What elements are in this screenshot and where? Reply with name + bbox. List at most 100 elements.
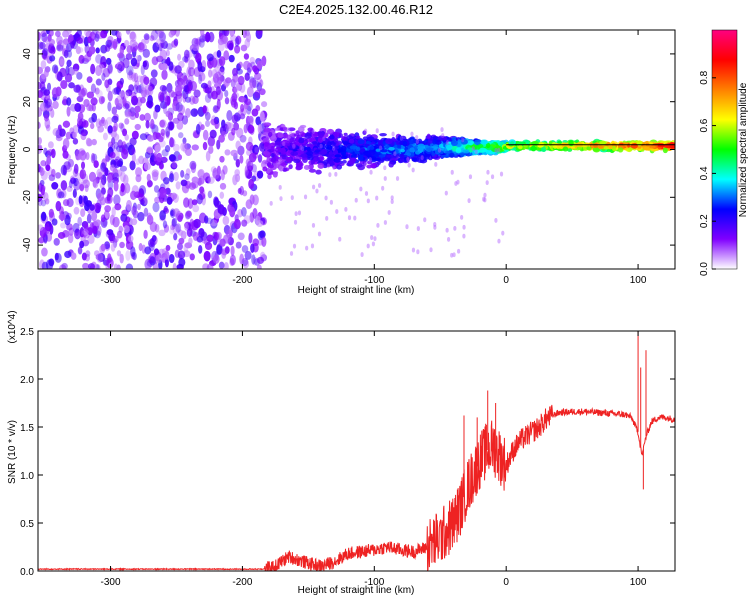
heatmap-cell [118,98,126,108]
heatmap-cell [242,259,250,269]
heatmap-cell [39,167,45,177]
heatmap-cell [148,102,153,109]
heatmap-cell [78,195,83,205]
heatmap-cell [144,112,151,122]
heatmap-cell [176,242,183,251]
heatmap-cell [461,137,465,143]
heatmap-cell [129,31,136,40]
x-tick-label: 0 [503,275,509,286]
heatmap-region-signal-narrowing [423,133,510,161]
heatmap-cell [241,207,247,217]
heatmap-cell [165,244,171,251]
heatmap-cell [250,243,255,254]
heatmap-cell [84,184,89,193]
spectrogram-x-label: Height of straight line (km) [298,285,415,296]
heatmap-cell [147,239,156,248]
heatmap-cell [383,165,387,171]
heatmap-cell [391,131,395,137]
heatmap-cell [189,95,196,105]
heatmap-cell [241,245,249,253]
heatmap-cell [41,261,49,269]
heatmap-cell [326,128,335,135]
y-tick-label: 2.5 [20,327,34,338]
heatmap-cell [158,91,165,102]
heatmap-cell [247,124,255,134]
heatmap-cell [568,140,574,147]
heatmap-cell [168,89,175,98]
heatmap-cell [455,147,462,154]
heatmap-cell [333,145,340,150]
heatmap-cell [298,149,304,155]
heatmap-cell [125,142,133,151]
heatmap-cell [366,243,370,249]
heatmap-cell [155,254,163,264]
heatmap-cell [130,57,138,67]
heatmap-cell [143,33,150,41]
heatmap-cell [342,159,347,164]
heatmap-cell [150,152,155,163]
heatmap-cell [456,179,460,185]
heatmap-cell [367,151,376,156]
heatmap-cell [198,38,205,48]
heatmap-cell [165,110,172,118]
heatmap-cell [147,255,155,264]
heatmap-cell [249,194,255,205]
heatmap-cell [402,140,408,147]
heatmap-cell [449,152,455,158]
heatmap-cell [96,192,105,202]
heatmap-cell [164,95,171,107]
heatmap-cell [45,222,50,234]
heatmap-cell [529,146,538,152]
heatmap-cell [224,149,231,156]
heatmap-cell [120,171,126,183]
heatmap-cell [107,35,114,44]
heatmap-cell [62,199,70,207]
heatmap-cell [371,241,376,247]
heatmap-cell [72,168,79,177]
heatmap-cell [122,98,128,108]
heatmap-cell [118,158,124,168]
heatmap-cell [43,36,50,43]
heatmap-cell [130,91,137,101]
heatmap-cell [114,97,119,106]
heatmap-cell [230,149,238,157]
heatmap-cell [55,30,61,37]
heatmap-cell [107,62,113,74]
heatmap-cell [161,69,168,80]
heatmap-cell [95,219,101,227]
heatmap-cell [259,230,266,239]
heatmap-cell [355,135,361,140]
heatmap-cell [173,233,178,241]
heatmap-cell [86,213,92,224]
heatmap-cell [62,120,71,128]
heatmap-cell [485,180,489,186]
heatmap-cell [301,146,305,152]
heatmap-cell [117,63,123,74]
heatmap-cell [125,263,134,269]
heatmap-cell [124,111,132,118]
heatmap-cell [319,143,326,150]
heatmap-cell [169,136,174,148]
heatmap-cell [172,143,180,152]
heatmap-cell [172,193,179,204]
heatmap-cell [288,127,296,132]
heatmap-cell [347,215,352,221]
heatmap-cell [40,60,47,69]
heatmap-cell [80,132,87,141]
heatmap-cell [315,188,319,194]
heatmap-cell [297,126,305,133]
heatmap-cell [125,30,131,35]
heatmap-cell [248,152,257,163]
heatmap-cell [143,162,151,171]
heatmap-cell [90,152,96,164]
heatmap-cell [364,191,369,196]
heatmap-cell [434,161,438,167]
snr-y-multiplier: (x10^4) [7,310,18,343]
heatmap-cell [232,75,239,86]
heatmap-cell [65,131,72,140]
heatmap-cell [86,76,93,83]
heatmap-cell [200,124,205,131]
heatmap-cell [39,102,48,112]
heatmap-cell [206,263,214,269]
